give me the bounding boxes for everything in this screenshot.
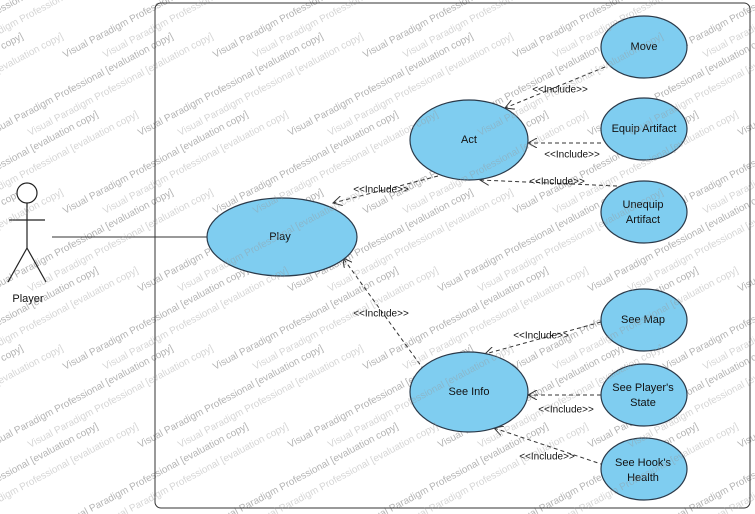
include-label-health-seeinfo: <<Include>> [519, 452, 575, 463]
system-boundary [154, 2, 751, 509]
include-label-unequip-act: <<Include>> [529, 177, 585, 188]
use-case-label-line-1: Unequip [623, 199, 664, 211]
use-case-label-line-2: Artifact [626, 214, 660, 226]
include-label-state-seeinfo: <<Include>> [538, 405, 594, 416]
actor-right-leg [26, 247, 47, 283]
use-case-label: See Info [449, 386, 490, 398]
include-seeinfo-play [343, 258, 425, 371]
use-case-label-line-1: See Hook's [615, 457, 671, 469]
include-label-seeinfo-play: <<Include>> [353, 309, 409, 320]
include-label-equip-act: <<Include>> [544, 150, 600, 161]
use-case-label: Play [269, 231, 291, 243]
use-case-see-hooks-health[interactable]: See Hook's Health [600, 437, 688, 501]
use-case-play[interactable]: Play [206, 197, 358, 277]
use-case-label: Act [461, 134, 477, 146]
actor-player[interactable]: Player [7, 182, 47, 305]
include-unequip-act [480, 180, 618, 187]
include-seemap-seeinfo [485, 321, 602, 354]
actor-left-leg [7, 247, 28, 283]
use-case-label-line-1: See Player's [612, 382, 674, 394]
use-case-see-players-state[interactable]: See Player's State [600, 363, 688, 427]
include-health-seeinfo [494, 428, 605, 466]
use-case-label-line-2: Health [627, 472, 659, 484]
use-case-label-line-2: State [630, 397, 656, 409]
actor-name: Player [12, 293, 44, 305]
use-case-see-info[interactable]: See Info [409, 351, 529, 433]
include-label-act-play: <<Include>> [353, 185, 409, 196]
include-label-seemap-seeinfo: <<Include>> [513, 331, 569, 342]
include-label-move-act: <<Include>> [532, 85, 588, 96]
use-case-see-map[interactable]: See Map [600, 288, 688, 352]
use-case-label: See Map [621, 314, 665, 326]
use-case-equip-artifact[interactable]: Equip Artifact [600, 97, 688, 161]
use-case-label: Move [631, 41, 658, 53]
use-case-unequip-artifact[interactable]: Unequip Artifact [600, 180, 688, 244]
use-case-act[interactable]: Act [409, 99, 529, 181]
use-case-label: Equip Artifact [612, 123, 677, 135]
use-case-move[interactable]: Move [600, 15, 688, 79]
